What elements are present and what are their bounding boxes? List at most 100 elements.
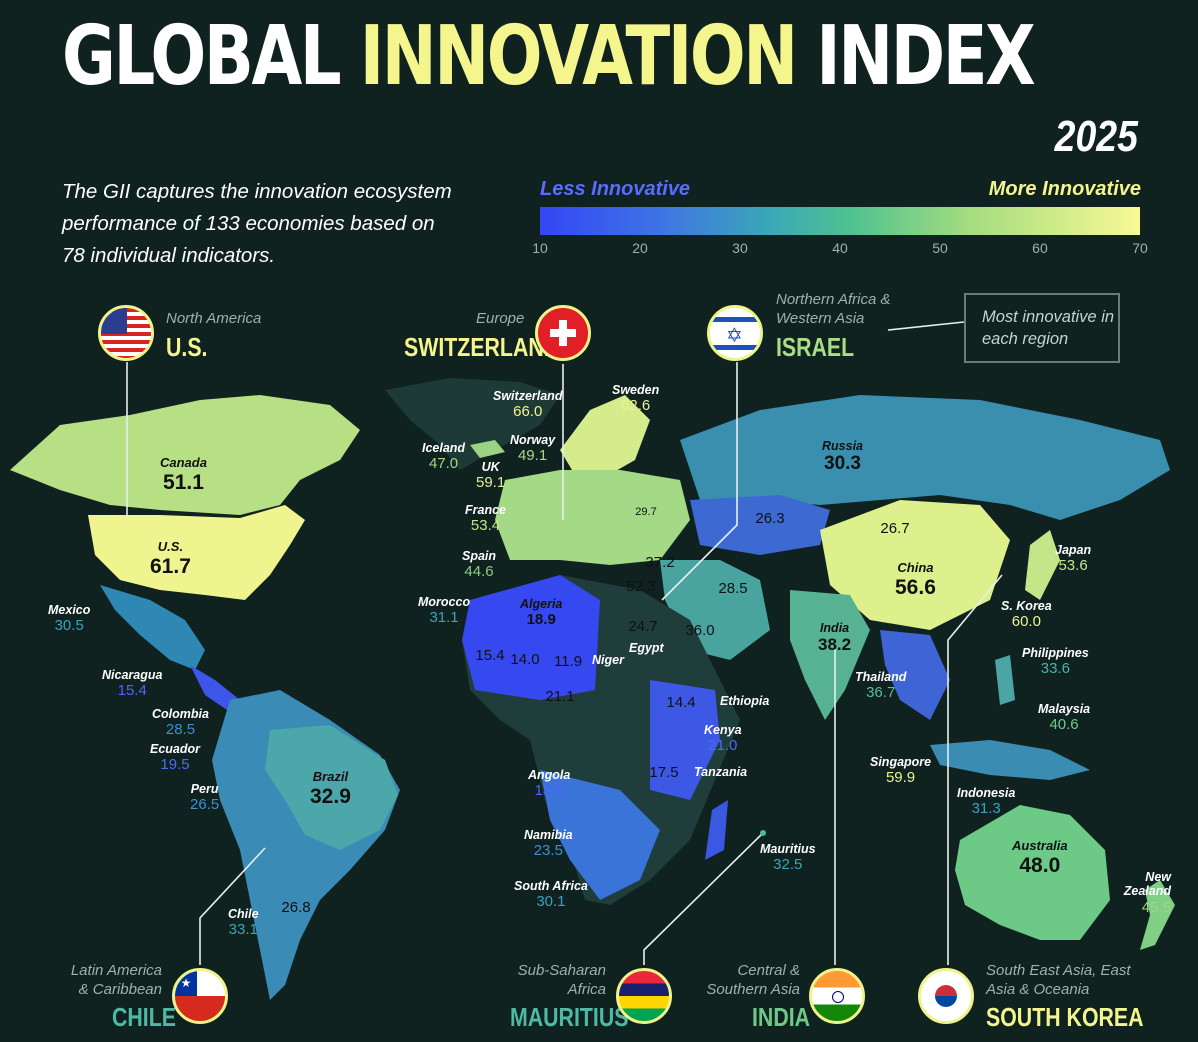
scandinavia-shape	[560, 395, 650, 480]
country-label-new-zealand: New Zealand 45.5	[1123, 870, 1171, 916]
east-africa-shape	[650, 680, 720, 800]
country-label-namibia: Namibia 23.5	[524, 828, 573, 860]
brazil-shape	[265, 725, 398, 850]
country-label-ecuador: Ecuador 19.5	[150, 742, 201, 774]
legend-low-label: Less Innovative	[540, 178, 691, 200]
australia-shape	[955, 805, 1110, 940]
map-value: 36.0	[685, 622, 715, 639]
legend-tick: 60	[1032, 240, 1048, 256]
map-value: 11.9	[553, 653, 583, 670]
country-label-russia: Russia 30.3	[822, 439, 863, 475]
israel-flag-icon: ✡	[707, 305, 763, 361]
legend-tick: 40	[832, 240, 848, 256]
map-value: 26.8	[281, 899, 311, 916]
country-label-south-africa: South Africa 30.1	[514, 879, 588, 911]
legend-tick: 20	[632, 240, 648, 256]
country-label-tanzania: Tanzania	[694, 765, 748, 779]
mauritius-dot	[760, 830, 766, 836]
country-label-brazil: Brazil 32.9	[310, 769, 351, 808]
callout-region-seao: South East Asia, East Asia & Oceania	[986, 962, 1131, 998]
country-label-switzerland: Switzerland 66.0	[493, 389, 563, 421]
callout-country-switzerland: SWITZERLAND	[404, 332, 560, 362]
canada-shape	[10, 395, 360, 515]
legend-ticks: 10 20 30 40 50 60 70	[532, 240, 1148, 260]
country-label-norway: Norway 49.1	[510, 433, 556, 465]
callout-country-us: U.S.	[166, 332, 208, 362]
callout-region-csa: Central & Southern Asia	[706, 962, 800, 998]
map-value: 37.2	[645, 554, 675, 571]
chile-flag-icon: ★	[172, 968, 228, 1024]
world-map	[10, 321, 1175, 1000]
legend-tick: 70	[1132, 240, 1148, 256]
callout-region-latam: Latin America & Caribbean	[70, 962, 162, 998]
country-label-china: China 56.6	[895, 560, 936, 599]
country-label-france: France 53.4	[465, 503, 506, 535]
india-flag-icon	[809, 968, 865, 1024]
title-part-3: INDEX	[816, 9, 1036, 104]
country-label-singapore: Singapore 59.9	[870, 755, 932, 787]
country-label-niger: Niger	[592, 653, 624, 667]
philippines-shape	[995, 655, 1015, 705]
iceland-shape	[470, 440, 505, 458]
page-title: GLOBAL INNOVATION INDEX	[62, 2, 1036, 112]
note-pointer-line	[887, 321, 965, 331]
legend-high-label: More Innovative	[988, 178, 1141, 200]
map-value: 26.7	[880, 520, 910, 537]
map-value: 17.5	[649, 764, 679, 781]
country-label-angola: Angola 13.0	[528, 768, 571, 800]
country-label-australia: Australia 48.0	[1012, 838, 1068, 877]
country-label-peru: Peru 26.5	[190, 782, 220, 814]
intro-text: The GII captures the innovation ecosyste…	[62, 180, 452, 267]
country-label-canada: Canada 51.1	[160, 455, 207, 494]
country-label-us: U.S. 61.7	[150, 539, 191, 578]
us-flag-icon	[98, 305, 154, 361]
legend-color-bar	[540, 207, 1140, 235]
europe-shape	[495, 470, 690, 565]
callout-region-nawa: Northern Africa & Western Asia	[776, 291, 891, 327]
north-africa-blue-shape	[462, 575, 600, 700]
indonesia-shape	[930, 740, 1090, 780]
country-label-thailand: Thailand 36.7	[855, 670, 907, 702]
country-label-iceland: Iceland 47.0	[422, 441, 466, 473]
leader-line-mauritius	[643, 832, 764, 965]
country-label-egypt: Egypt	[629, 641, 664, 655]
country-label-malaysia: Malaysia 40.6	[1038, 702, 1091, 734]
country-label-philippines: Philippines 33.6	[1022, 646, 1089, 678]
us-shape	[88, 505, 305, 600]
mexico-shape	[100, 585, 205, 670]
switzerland-flag-icon	[535, 305, 591, 361]
map-value: 29.7	[635, 506, 657, 518]
southern-africa-shape	[540, 770, 660, 900]
country-label-mexico: Mexico 30.5	[48, 603, 91, 635]
greenland-shape	[385, 378, 560, 470]
country-label-colombia: Colombia 28.5	[152, 707, 209, 739]
country-label-morocco: Morocco 31.1	[418, 595, 471, 627]
leader-line-chile	[199, 847, 266, 965]
russia-shape	[680, 395, 1170, 520]
mauritius-flag-icon	[616, 968, 672, 1024]
legend-tick: 30	[732, 240, 748, 256]
country-label-algeria: Algeria 18.9	[520, 597, 563, 629]
country-label-india: India 38.2	[818, 621, 852, 655]
year-label: 2025	[1054, 112, 1138, 161]
map-value: 28.5	[718, 580, 748, 597]
country-label-south-korea: S. Korea 60.0	[1001, 599, 1052, 631]
leader-line-israel	[661, 362, 738, 601]
central-asia-shape	[690, 495, 830, 555]
country-label-chile: Chile 33.1	[228, 907, 259, 939]
southeast-asia-shape	[880, 630, 950, 720]
note-box: Most innovative in each region	[964, 293, 1120, 363]
madagascar-shape	[705, 800, 728, 860]
map-value: 26.3	[755, 510, 785, 527]
callout-country-mauritius: MAURITIUS	[510, 1002, 629, 1032]
title-part-2: INNOVATION	[359, 9, 798, 104]
map-value: 14.0	[510, 651, 540, 668]
country-label-ethiopia: Ethiopia	[720, 694, 770, 708]
new-zealand-shape	[1140, 880, 1175, 950]
map-value: 14.4	[666, 694, 696, 711]
map-value: 52.3	[626, 578, 656, 595]
legend-tick: 10	[532, 240, 548, 256]
callout-country-india: INDIA	[752, 1002, 811, 1032]
callout-region-ssa: Sub-Saharan Africa	[517, 962, 606, 998]
map-value: 24.7	[628, 618, 658, 635]
